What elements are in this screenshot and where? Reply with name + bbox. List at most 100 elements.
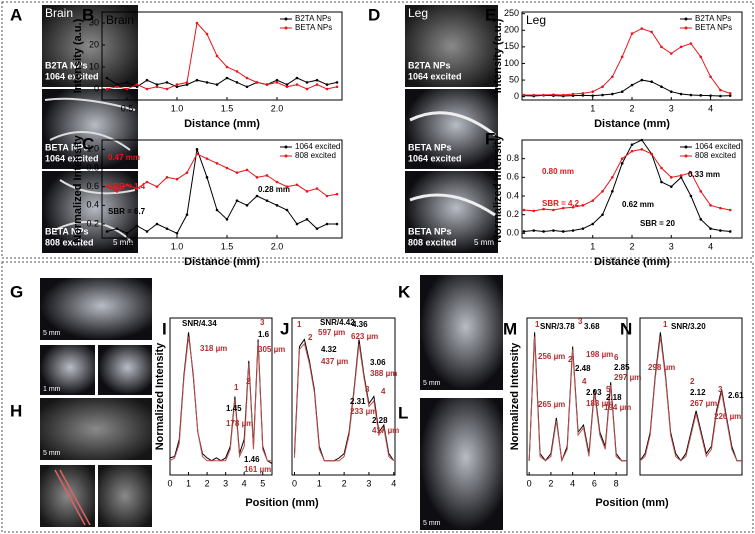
y-tick-label: 0.8 <box>506 153 519 163</box>
point <box>155 85 159 89</box>
point <box>295 222 299 226</box>
y-axis-label: Normalized Intensity <box>509 342 521 450</box>
image-label: BETA NPs <box>45 142 89 152</box>
point <box>699 55 703 59</box>
point <box>285 208 289 212</box>
point <box>719 206 722 210</box>
point <box>611 92 614 96</box>
image-label: 808 excited <box>408 237 457 247</box>
annotation: 2.03 <box>586 388 602 397</box>
annotation: 318 µm <box>200 344 227 353</box>
point <box>325 83 329 86</box>
legend-label: 1064 excited <box>295 142 340 151</box>
point <box>552 229 555 232</box>
point <box>175 232 179 235</box>
scale-label: 5 mm <box>423 520 441 527</box>
point <box>265 83 269 86</box>
point <box>125 183 129 187</box>
y-tick-label: 20 <box>89 39 99 49</box>
plot-frame <box>291 317 396 476</box>
series-line <box>106 21 338 90</box>
series-line <box>106 77 338 88</box>
point <box>195 21 199 25</box>
point <box>205 157 209 160</box>
y-axis-label: Normalized Intensity <box>72 134 84 242</box>
chart-title: Leg <box>526 13 546 27</box>
annotation: 0.47 mm <box>108 153 140 162</box>
point <box>669 52 673 55</box>
annotation: 417 µm <box>372 426 399 435</box>
point <box>215 54 219 58</box>
image-panel-h: 5 mm <box>40 398 152 527</box>
point <box>305 218 309 221</box>
annotation: 4.32 <box>321 345 337 354</box>
series-line <box>169 336 272 462</box>
point <box>591 199 595 202</box>
point <box>601 190 604 193</box>
point <box>630 143 634 146</box>
y-tick-label: 0 <box>94 83 99 93</box>
point <box>295 76 299 80</box>
annotation: 0.62 mm <box>622 200 654 209</box>
point <box>669 176 673 179</box>
plot-frame <box>101 139 343 239</box>
x-tick-label: 0 <box>292 478 297 488</box>
point <box>335 192 339 196</box>
point <box>669 185 673 188</box>
annotation: 3.68 <box>584 322 600 331</box>
point <box>689 194 693 198</box>
x-tick-label: 0.5 <box>121 241 134 251</box>
x-tick-label: 1 <box>186 478 191 488</box>
annotation: 298 µm <box>648 363 675 372</box>
x-tick-label: 0.5 <box>121 103 134 113</box>
y-tick-label: 0.0 <box>506 228 519 238</box>
annotation: 297 µm <box>614 373 641 382</box>
point <box>335 81 339 84</box>
annotation: 2 <box>246 377 251 386</box>
panel-letter: H <box>10 401 22 420</box>
annotation: 1.6 <box>258 330 270 339</box>
point <box>601 213 604 216</box>
point <box>175 83 179 86</box>
x-tick-label: 1.0 <box>171 241 184 251</box>
y-tick-label: 1.0 <box>86 144 99 154</box>
annotation: 2 <box>690 377 695 386</box>
annotation: SNR/4.34 <box>182 319 217 328</box>
section-frame <box>1 1 754 259</box>
x-tick-label: 2 <box>548 478 553 488</box>
legend-marker <box>684 145 688 149</box>
point <box>542 93 545 97</box>
point <box>185 83 189 86</box>
series-line <box>528 336 627 463</box>
point <box>245 76 249 80</box>
point <box>522 208 526 212</box>
series-line <box>293 342 395 462</box>
x-tick-label: 6 <box>592 478 597 488</box>
point <box>305 81 309 84</box>
point <box>709 75 712 79</box>
point <box>699 94 703 97</box>
x-tick-label: 3 <box>223 478 228 488</box>
image-label: B2TA NPs <box>408 60 451 70</box>
series-line <box>523 79 731 97</box>
point <box>135 85 139 89</box>
legend-marker <box>684 154 688 158</box>
point <box>245 85 249 89</box>
point <box>591 94 595 97</box>
annotation: 0.33 mm <box>688 170 720 179</box>
y-tick-label: 0.6 <box>86 181 99 191</box>
point <box>105 87 109 91</box>
point <box>215 162 219 165</box>
point <box>552 93 555 96</box>
point <box>719 94 722 98</box>
point <box>305 190 309 193</box>
point <box>285 83 289 86</box>
x-tick-label: 4 <box>708 103 713 113</box>
annotation: 2.61 <box>728 391 744 400</box>
point <box>699 190 703 193</box>
point <box>105 76 109 80</box>
image-label: BETA NPs <box>45 226 89 236</box>
x-axis-label: Position (mm) <box>595 497 669 509</box>
annotation: 3 <box>365 385 370 394</box>
image-panel-d: Leg B2TA NPs 1064 excited BETA NPs 1064 … <box>405 5 498 253</box>
